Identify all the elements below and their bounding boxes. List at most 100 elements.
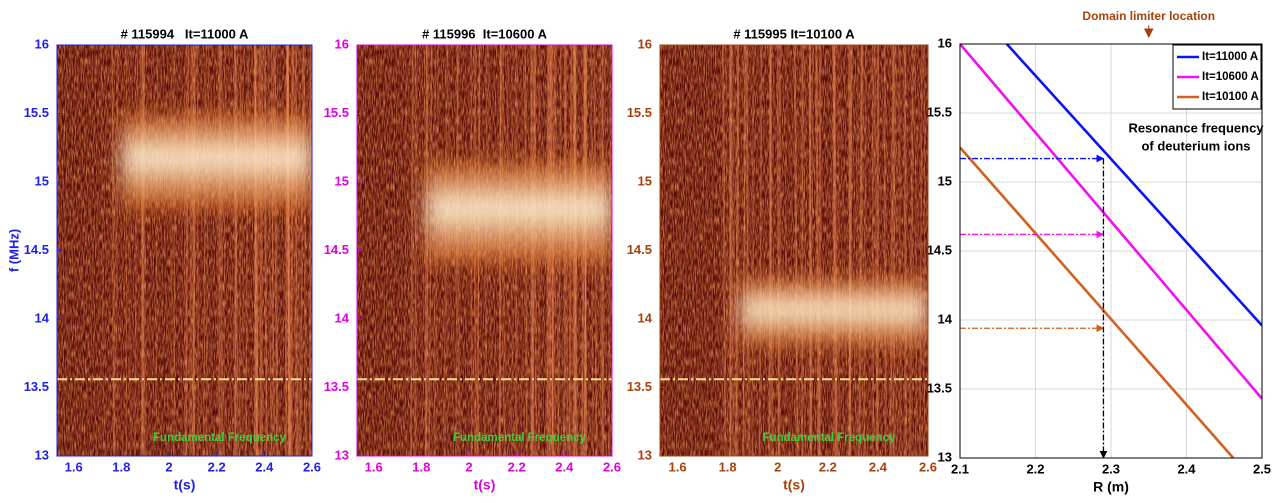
streak bbox=[832, 45, 835, 456]
streak bbox=[778, 45, 781, 456]
streak bbox=[414, 45, 418, 456]
y-tick-label: 13 bbox=[938, 449, 952, 464]
x-tick-label: 2.4 bbox=[255, 459, 274, 474]
annotation: Fundamental Frequency bbox=[763, 432, 897, 444]
streak bbox=[140, 45, 145, 456]
streak bbox=[803, 45, 806, 456]
streak bbox=[832, 45, 838, 456]
limiter-arrow bbox=[1143, 25, 1154, 39]
streak bbox=[737, 45, 740, 456]
streak bbox=[733, 45, 736, 456]
x-tick-label: 2.3 bbox=[1102, 461, 1120, 476]
y-tick-label: 13.5 bbox=[324, 379, 349, 394]
streak bbox=[784, 45, 787, 456]
streak bbox=[799, 45, 802, 456]
y-tick-label: 14.5 bbox=[927, 242, 952, 257]
streak bbox=[127, 45, 132, 456]
streak bbox=[849, 45, 851, 456]
x-tick-label: 2.4 bbox=[1177, 461, 1196, 476]
streak bbox=[848, 45, 851, 456]
y-tick-label: 15.5 bbox=[927, 104, 952, 119]
streak bbox=[409, 45, 414, 456]
streak bbox=[898, 45, 902, 456]
chart-title: # 115995 It=10100 A bbox=[733, 26, 855, 41]
spectrogram bbox=[357, 45, 612, 456]
x-tick-label: 1.8 bbox=[719, 459, 737, 474]
streak bbox=[848, 45, 853, 456]
streak bbox=[895, 45, 898, 456]
y-tick-label: 13 bbox=[35, 447, 49, 462]
x-tick-label: 2.2 bbox=[508, 459, 526, 474]
spectrogram bbox=[57, 45, 312, 456]
legend-label: It=10100 A bbox=[1202, 91, 1259, 103]
streak bbox=[758, 45, 763, 456]
spectrogram-noise bbox=[660, 45, 928, 456]
streak bbox=[745, 45, 750, 456]
y-tick-label: 15 bbox=[938, 173, 952, 188]
y-tick-label: 16 bbox=[638, 36, 652, 51]
annotation: Fundamental Frequency bbox=[453, 432, 587, 444]
y-tick-label: 15.5 bbox=[324, 105, 349, 120]
y-tick-label: 13 bbox=[638, 447, 652, 462]
y-tick-label: 13.5 bbox=[627, 379, 652, 394]
streak bbox=[793, 45, 799, 456]
streak bbox=[751, 45, 755, 456]
streak bbox=[403, 45, 408, 456]
streak bbox=[223, 45, 226, 456]
x-tick-label: 1.6 bbox=[668, 459, 686, 474]
streak bbox=[908, 45, 915, 456]
line bbox=[960, 146, 1235, 458]
streak bbox=[189, 45, 193, 456]
streak bbox=[725, 45, 729, 456]
chart-title: # 115996 It=10600 A bbox=[422, 26, 548, 41]
streak bbox=[768, 45, 774, 456]
bright-band bbox=[740, 277, 928, 347]
y-tick-label: 14.5 bbox=[24, 242, 49, 257]
streak bbox=[776, 45, 780, 456]
x-tick-label: 1.8 bbox=[412, 459, 430, 474]
annotation: Resonance frequency bbox=[1128, 120, 1264, 135]
streak bbox=[874, 45, 879, 456]
x-tick-label: 2.6 bbox=[303, 459, 321, 474]
limiter-label: Domain limiter location bbox=[1082, 9, 1215, 23]
y-tick-label: 16 bbox=[335, 36, 349, 51]
x-axis-label: t(s) bbox=[783, 477, 805, 493]
streak bbox=[113, 45, 119, 456]
legend-label: It=11000 A bbox=[1202, 51, 1258, 63]
streak bbox=[919, 45, 923, 456]
streak bbox=[184, 45, 186, 456]
streak bbox=[742, 45, 746, 456]
streak bbox=[116, 45, 119, 456]
y-tick-label: 14.5 bbox=[324, 242, 349, 257]
spectrogram bbox=[660, 45, 928, 456]
frame bbox=[959, 43, 1263, 459]
chart-title: # 115994 It=11000 A bbox=[121, 26, 249, 41]
y-tick-label: 16 bbox=[938, 35, 952, 50]
streak bbox=[742, 45, 746, 456]
y-tick-label: 14.5 bbox=[627, 242, 652, 257]
x-tick-label: 2.1 bbox=[951, 461, 969, 476]
streak bbox=[876, 45, 880, 456]
streak bbox=[173, 45, 176, 456]
streak bbox=[856, 45, 860, 456]
y-tick-label: 13.5 bbox=[24, 379, 49, 394]
x-tick-label: 1.8 bbox=[112, 459, 130, 474]
streak bbox=[833, 45, 839, 456]
streak bbox=[768, 45, 772, 456]
streak bbox=[777, 45, 780, 456]
x-axis-label: t(s) bbox=[474, 477, 496, 493]
streak bbox=[297, 45, 301, 456]
x-tick-label: 2.4 bbox=[555, 459, 574, 474]
y-tick-label: 16 bbox=[35, 36, 49, 51]
x-tick-label: 2.2 bbox=[819, 459, 837, 474]
streak bbox=[863, 45, 866, 456]
streak bbox=[730, 45, 734, 456]
y-tick-label: 15 bbox=[638, 173, 652, 188]
streak bbox=[815, 45, 821, 456]
streak bbox=[759, 45, 763, 456]
streak bbox=[285, 45, 288, 456]
streak bbox=[735, 45, 739, 456]
y-tick-label: 15 bbox=[335, 173, 349, 188]
y-tick-label: 14 bbox=[35, 310, 50, 325]
